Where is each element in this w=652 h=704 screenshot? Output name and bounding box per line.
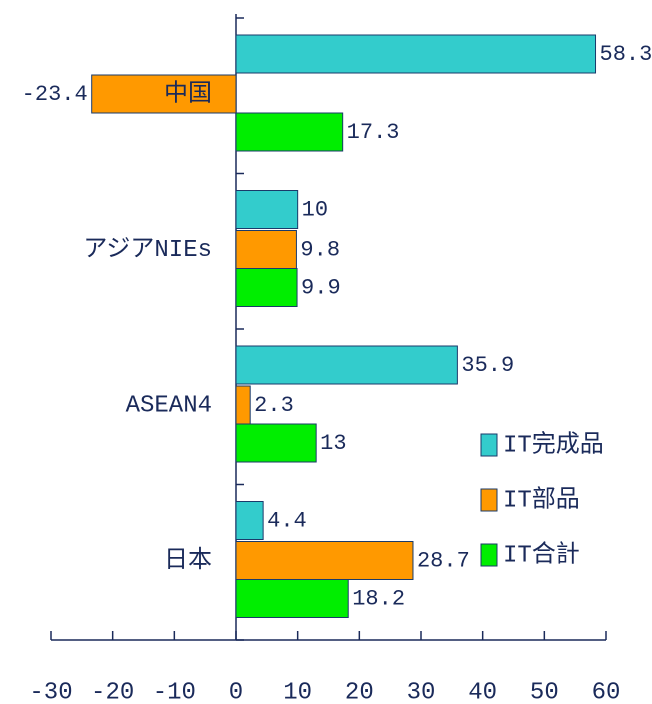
bar: [235, 385, 251, 425]
value-label: 10: [302, 197, 328, 222]
x-tick-label: 40: [468, 679, 497, 704]
value-label: 9.9: [301, 275, 341, 300]
category-label: 日本: [164, 546, 212, 575]
bar: [235, 541, 414, 580]
legend-label: IT合計: [503, 540, 580, 569]
value-label: 17.3: [347, 120, 400, 145]
legend-swatch: [480, 433, 498, 457]
bar: [235, 423, 317, 463]
legend-swatch: [480, 488, 498, 512]
x-tick-label: 60: [592, 679, 621, 704]
value-label: 28.7: [417, 548, 470, 573]
x-tick-label: 50: [530, 679, 559, 704]
bar: [235, 190, 299, 229]
x-tick-label: 20: [345, 679, 374, 704]
value-label: 13: [320, 431, 346, 456]
legend-swatch: [480, 543, 498, 567]
value-label: 4.4: [267, 508, 307, 533]
value-label: -23.4: [22, 82, 88, 107]
x-tick-label: -20: [91, 679, 134, 704]
x-tick-label: 10: [283, 679, 312, 704]
bar: [235, 268, 298, 307]
category-label: 中国: [164, 79, 212, 108]
bar: [235, 579, 349, 618]
x-tick-label: -10: [153, 679, 196, 704]
value-label: 35.9: [461, 353, 514, 378]
bar: [235, 34, 597, 74]
legend-label: IT完成品: [503, 430, 604, 459]
bar: [235, 501, 264, 540]
category-label: ASEAN4: [126, 392, 212, 419]
value-label: 18.2: [352, 586, 405, 611]
x-tick-label: 0: [229, 679, 243, 704]
bar: [235, 345, 458, 385]
category-label: アジアNIEs: [83, 237, 212, 264]
bar: [235, 112, 344, 152]
x-tick-label: 30: [407, 679, 436, 704]
value-label: 2.3: [254, 393, 294, 418]
x-tick-label: -30: [29, 679, 72, 704]
bar: [91, 74, 237, 114]
value-label: 58.3: [600, 42, 652, 67]
legend-label: IT部品: [503, 485, 580, 514]
value-label: 9.8: [300, 237, 340, 262]
bar: [235, 230, 297, 269]
